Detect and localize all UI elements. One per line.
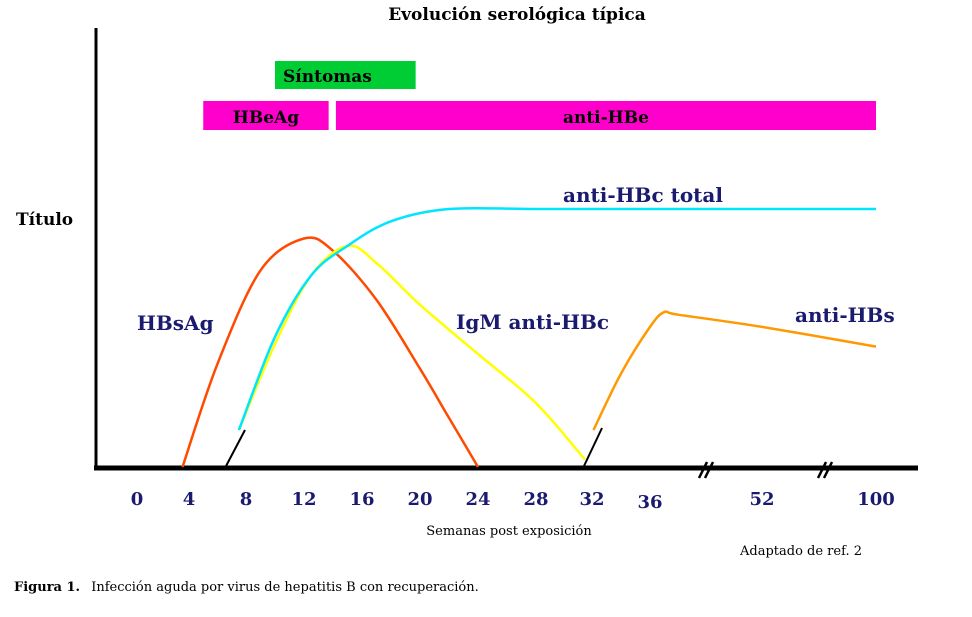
band-anti-hbe bbox=[335, 101, 876, 130]
figure-caption: Figura 1. Infección aguda por virus de h… bbox=[14, 576, 479, 595]
x-tick-label: 16 bbox=[349, 489, 374, 510]
x-tick-label: 100 bbox=[857, 489, 895, 510]
x-tick-label: 32 bbox=[579, 489, 604, 510]
band-sintomas-label: Síntomas bbox=[283, 67, 372, 87]
x-tick-label: 0 bbox=[131, 489, 144, 510]
series-group bbox=[181, 206, 877, 468]
x-tick-label: 8 bbox=[240, 489, 253, 510]
series-label-igm-anti-hbc: IgM anti-HBc bbox=[456, 310, 609, 334]
x-tick-label: 52 bbox=[749, 489, 774, 510]
axis-break-marks bbox=[697, 461, 834, 479]
x-tick-label: 36 bbox=[637, 492, 662, 513]
x-tick-label: 24 bbox=[465, 489, 490, 510]
x-tick-label: 28 bbox=[523, 489, 548, 510]
axis-break-mark bbox=[697, 461, 715, 479]
series-label-hbsag: HBsAg bbox=[137, 311, 214, 335]
series-label-anti-hbs: anti-HBs bbox=[795, 303, 895, 327]
series-label-anti-hbc-total: anti-HBc total bbox=[563, 183, 723, 207]
x-tick-label: 20 bbox=[407, 489, 432, 510]
axes bbox=[94, 28, 918, 471]
band-hbeag-label: HBeAg bbox=[233, 108, 299, 128]
series-line-anti-hbs bbox=[592, 310, 877, 431]
y-axis-label: Título bbox=[16, 210, 73, 230]
chart-title: Evolución serológica típica bbox=[388, 5, 646, 25]
band-sintomas bbox=[275, 61, 416, 89]
band-anti-hbe-label: anti-HBe bbox=[563, 108, 649, 128]
x-tick-labels: 0 4 8 12 16 20 24 28 32 36 52 100 bbox=[131, 489, 895, 513]
onset-mark bbox=[224, 429, 246, 469]
x-tick-label: 4 bbox=[183, 489, 196, 510]
source-note: Adaptado de ref. 2 bbox=[739, 544, 862, 559]
band-hbeag bbox=[203, 101, 329, 130]
onset-marks bbox=[224, 427, 603, 469]
series-line-hbsag bbox=[181, 236, 480, 468]
series-line-anti-hbc-total bbox=[237, 206, 876, 431]
x-axis-label: Semanas post exposición bbox=[426, 524, 592, 539]
series-line-igm-anti-hbc bbox=[237, 244, 586, 461]
onset-mark bbox=[583, 427, 603, 467]
figure-caption-number: Figura 1. bbox=[14, 580, 80, 595]
bands-group: Síntomas HBeAg anti-HBe bbox=[203, 61, 876, 130]
x-tick-label: 12 bbox=[291, 489, 316, 510]
axis-break-mark bbox=[816, 461, 834, 479]
figure-caption-text: Infección aguda por virus de hepatitis B… bbox=[91, 580, 479, 595]
